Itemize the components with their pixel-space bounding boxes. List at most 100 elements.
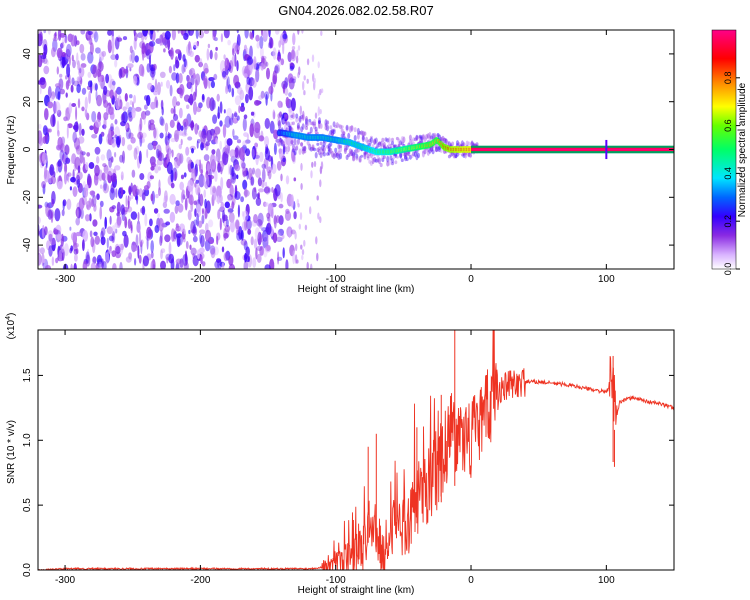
- noise-speck: [292, 32, 296, 46]
- spectrum-halo: [303, 146, 307, 152]
- noise-speck: [155, 148, 160, 159]
- noise-speck: [59, 149, 65, 161]
- spectrogram-x-label: Height of straight line (km): [298, 284, 415, 295]
- spectrum-halo: [334, 147, 338, 153]
- noise-speck: [149, 67, 156, 78]
- noise-speck: [119, 154, 124, 163]
- noise-speck: [72, 131, 77, 143]
- noise-speck: [125, 195, 128, 207]
- spectrum-halo: [376, 143, 380, 148]
- noise-speck: [136, 223, 141, 233]
- noise-speck: [159, 116, 164, 126]
- spectrum-halo: [425, 134, 429, 140]
- noise-speck: [144, 110, 151, 116]
- spectrum-halo: [391, 137, 394, 142]
- noise-speck: [183, 32, 189, 41]
- spectrum-halo: [431, 149, 435, 155]
- noise-speck: [188, 194, 194, 206]
- noise-speck: [318, 119, 321, 129]
- noise-speck: [116, 201, 121, 214]
- noise-speck: [65, 43, 72, 58]
- noise-speck: [169, 119, 175, 128]
- noise-speck: [125, 101, 130, 110]
- spectrum-halo: [309, 126, 313, 134]
- noise-speck: [267, 171, 270, 176]
- noise-speck: [207, 43, 211, 49]
- noise-speck: [58, 30, 62, 34]
- noise-speck: [91, 134, 98, 139]
- spectrum-halo: [314, 126, 318, 132]
- spectrum-halo: [311, 121, 315, 127]
- noise-speck: [184, 30, 191, 38]
- spectrum-halo: [439, 136, 443, 142]
- spectrum-halo: [290, 121, 294, 126]
- spectrum-halo: [277, 120, 281, 127]
- spectrum-halo: [360, 154, 364, 158]
- noise-speck: [223, 228, 227, 241]
- spectrum-halo: [343, 144, 347, 151]
- noise-speck: [146, 236, 149, 250]
- noise-speck: [258, 220, 263, 229]
- spectrum-halo: [456, 140, 459, 146]
- noise-speck: [38, 123, 42, 130]
- noise-speck: [104, 252, 110, 265]
- noise-speck: [256, 245, 263, 251]
- noise-speck: [316, 252, 319, 262]
- noise-speck: [111, 250, 117, 258]
- noise-speck: [201, 214, 205, 225]
- spectrum-halo: [460, 140, 464, 147]
- noise-speck: [253, 214, 258, 224]
- noise-speck: [250, 176, 255, 186]
- spectrum-halo: [342, 131, 346, 135]
- spectrum-halo: [298, 148, 302, 155]
- noise-speck: [217, 209, 221, 220]
- x-tick-label: -200: [190, 575, 210, 586]
- noise-speck: [150, 261, 154, 269]
- noise-speck: [192, 73, 196, 80]
- spectrum-halo: [316, 147, 320, 153]
- noise-speck: [205, 141, 210, 147]
- noise-speck: [216, 258, 222, 263]
- noise-speck: [242, 140, 247, 147]
- spectrum-halo: [400, 141, 404, 146]
- noise-speck: [61, 209, 65, 217]
- noise-speck: [223, 54, 226, 60]
- noise-speck: [94, 164, 100, 177]
- noise-speck: [75, 231, 82, 237]
- spectrum-halo: [353, 149, 357, 155]
- noise-speck: [87, 30, 93, 36]
- noise-speck: [240, 196, 245, 203]
- spectrum-halo: [316, 142, 320, 146]
- noise-speck: [89, 230, 93, 238]
- noise-speck: [221, 262, 225, 269]
- noise-speck: [268, 214, 271, 228]
- spectrum-halo: [454, 153, 458, 159]
- noise-speck: [160, 249, 163, 260]
- noise-speck: [201, 95, 205, 103]
- noise-speck: [242, 179, 248, 190]
- noise-speck: [289, 62, 294, 67]
- noise-speck: [88, 90, 91, 104]
- noise-speck: [177, 203, 184, 213]
- noise-speck: [56, 66, 59, 75]
- noise-speck: [252, 167, 255, 175]
- noise-speck: [114, 59, 118, 68]
- x-tick-label: -100: [326, 575, 346, 586]
- noise-speck: [179, 181, 184, 191]
- noise-speck: [100, 258, 104, 269]
- spectrum-halo: [381, 137, 385, 143]
- noise-speck: [258, 95, 263, 100]
- spectrum-halo: [420, 136, 424, 141]
- noise-speck: [110, 156, 114, 163]
- spectrum-halo: [378, 141, 381, 145]
- spectrum-halo: [363, 151, 367, 155]
- noise-speck: [165, 131, 168, 146]
- noise-speck: [70, 84, 74, 93]
- noise-speck: [266, 222, 272, 235]
- spectrum-halo: [389, 143, 393, 148]
- noise-speck: [77, 98, 81, 109]
- spectrum-halo: [326, 120, 330, 125]
- noise-speck: [248, 86, 254, 101]
- noise-speck: [155, 194, 159, 199]
- noise-speck: [165, 79, 171, 89]
